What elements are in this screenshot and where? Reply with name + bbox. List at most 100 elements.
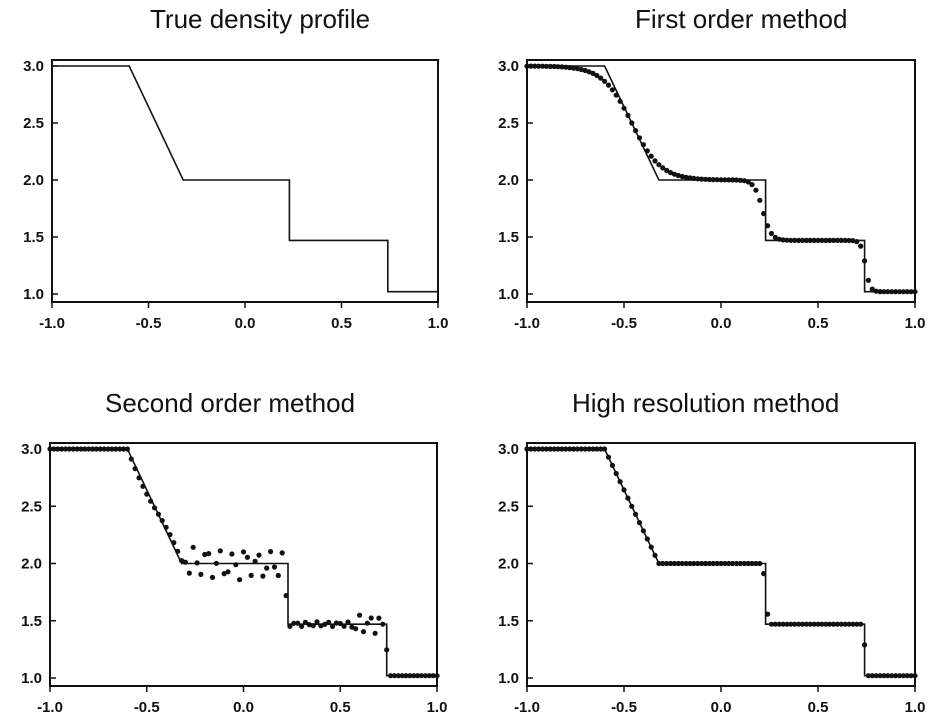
numerical-point [699, 560, 705, 567]
chart-title: Second order method [105, 388, 356, 418]
numerical-point [652, 158, 658, 164]
numerical-point [896, 289, 903, 295]
numerical-point [574, 66, 581, 72]
numerical-point [609, 87, 616, 93]
numerical-point [679, 560, 685, 567]
numerical-point [551, 63, 557, 70]
numerical-point [757, 560, 763, 567]
numerical-point [726, 177, 732, 183]
numerical-point [858, 621, 864, 627]
numerical-point [602, 446, 608, 452]
numerical-point [664, 167, 670, 174]
numerical-point [780, 237, 786, 243]
numerical-point [190, 544, 196, 550]
numerical-point [807, 621, 813, 627]
numerical-point [687, 560, 693, 567]
numerical-point [186, 570, 192, 576]
numerical-point [908, 673, 914, 679]
numerical-point [353, 626, 359, 632]
numerical-point [256, 552, 262, 558]
x-tick-label: 0.5 [331, 315, 352, 332]
numerical-point [93, 446, 99, 452]
numerical-point [388, 673, 394, 679]
numerical-point [691, 560, 697, 567]
x-tick-label: 0.5 [808, 315, 829, 332]
numerical-point [198, 571, 204, 578]
numerical-point [360, 629, 367, 635]
x-tick-label: -1.0 [514, 315, 540, 332]
numerical-point [310, 623, 316, 629]
chart-title: High resolution method [572, 388, 840, 418]
numerical-point [532, 446, 538, 452]
numerical-point [275, 572, 281, 579]
numerical-point [796, 237, 802, 243]
numerical-point [780, 621, 786, 627]
numerical-point [536, 63, 542, 69]
numerical-point [605, 82, 612, 88]
numerical-point [749, 560, 755, 567]
numerical-point [609, 462, 616, 468]
numerical-point [128, 456, 134, 462]
numerical-point [885, 289, 891, 295]
numerical-point [722, 560, 728, 567]
numerical-point [244, 554, 250, 560]
numerical-point [403, 673, 409, 679]
numerical-point [586, 69, 592, 75]
numerical-point [295, 620, 301, 626]
numerical-point [171, 540, 177, 546]
numerical-point [761, 571, 767, 577]
numerical-point [586, 446, 592, 452]
numerical-point [858, 243, 864, 249]
y-tick-label: 1.5 [498, 229, 519, 246]
numerical-point [636, 520, 643, 526]
numerical-point [706, 176, 713, 183]
numerical-point [873, 288, 879, 294]
numerical-point [582, 446, 588, 452]
exact-solution-line [527, 65, 915, 293]
numerical-point [302, 619, 308, 625]
numerical-point [730, 560, 736, 567]
numerical-point [434, 673, 440, 679]
x-tick-label: 0.5 [808, 699, 829, 716]
numerical-point [240, 549, 247, 555]
numerical-point [182, 559, 188, 565]
numerical-point [237, 577, 243, 583]
numerical-point [268, 549, 274, 555]
numerical-point [547, 446, 553, 452]
numerical-point [862, 642, 868, 648]
numerical-point [869, 673, 875, 679]
numerical-point [578, 66, 584, 73]
numerical-point [264, 565, 270, 571]
numerical-point [702, 176, 709, 182]
numerical-point [648, 544, 654, 550]
numerical-point [605, 454, 612, 460]
numerical-point [904, 673, 910, 679]
numerical-point [862, 258, 868, 264]
numerical-point [753, 560, 759, 567]
numerical-point [733, 560, 740, 567]
numerical-point [78, 446, 84, 452]
numerical-point [815, 621, 821, 627]
numerical-point [326, 619, 332, 626]
numerical-point [594, 446, 600, 452]
numerical-point [144, 491, 150, 497]
numerical-point [908, 289, 914, 295]
numerical-point [893, 289, 899, 295]
numerical-point [815, 237, 821, 243]
numerical-point [889, 673, 895, 679]
numerical-point [418, 673, 425, 679]
numerical-point [792, 237, 798, 243]
numerical-point [117, 446, 123, 452]
numerical-point [823, 621, 829, 627]
numerical-point [830, 621, 837, 627]
numerical-point [842, 621, 848, 627]
numerical-point [70, 446, 76, 452]
numerical-point [159, 518, 165, 524]
numerical-point [283, 593, 289, 599]
numerical-point [399, 673, 405, 679]
numerical-point [749, 182, 755, 188]
numerical-point [430, 673, 436, 679]
numerical-point [737, 560, 744, 567]
numerical-point [621, 487, 627, 493]
numerical-point [714, 560, 720, 567]
